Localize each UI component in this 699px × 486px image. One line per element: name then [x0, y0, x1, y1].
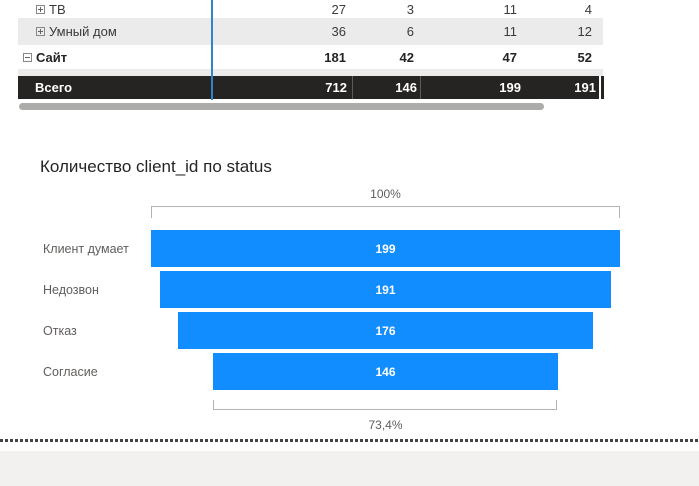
below-canvas-area	[0, 451, 699, 486]
funnel-bottom-percent-label: 73,4%	[368, 418, 403, 432]
funnel-top-bracket	[151, 206, 620, 218]
matrix-rows: ТВ 27 3 11 4 Умный дом 36 6 11 12 Сайт 181 42 47…	[18, 0, 603, 69]
funnel-bar-zone: 199	[151, 230, 620, 267]
funnel-category-label: Отказ	[43, 323, 77, 338]
column-separator	[352, 76, 353, 99]
report-page-dotted-boundary	[0, 439, 699, 442]
funnel-bar-value-label: 176	[375, 323, 396, 338]
row-label-text: Умный дом	[49, 24, 117, 39]
table-row[interactable]: Сайт 181 42 47 52	[18, 45, 603, 69]
funnel-bar-zone: 146	[151, 353, 620, 390]
row-label-text: Сайт	[36, 49, 68, 65]
funnel-row: Отказ 176	[0, 312, 699, 349]
funnel-bar-zone: 176	[151, 312, 620, 349]
funnel-chart-title: Количество client_id по status	[40, 157, 272, 176]
funnel-row: Согласие 146	[0, 353, 699, 390]
funnel-bottom-bracket	[213, 400, 557, 410]
total-cell-value: 199	[499, 80, 521, 95]
table-cell-value: 42	[399, 49, 414, 65]
funnel-bar[interactable]: 176	[178, 312, 593, 349]
table-row[interactable]: ТВ 27 3 11 4	[18, 0, 603, 18]
funnel-bar[interactable]: 191	[160, 271, 611, 308]
matrix-table: ТВ 27 3 11 4 Умный дом 36 6 11 12 Сайт 181 42 47…	[18, 0, 604, 99]
expand-icon[interactable]	[36, 4, 45, 14]
funnel-bar[interactable]: 146	[213, 353, 558, 390]
collapse-icon[interactable]	[23, 52, 32, 62]
table-cell-value: 27	[331, 1, 346, 17]
row-label: Сайт	[18, 50, 67, 65]
funnel-bar-value-label: 199	[375, 241, 396, 256]
total-row-sliver	[601, 76, 604, 99]
row-label: Умный дом	[18, 24, 117, 39]
table-cell-value: 6	[406, 24, 414, 39]
column-resize-guide-line	[211, 0, 213, 100]
total-row-label: Всего	[35, 80, 73, 95]
matrix-total-row[interactable]: Всего 712 146 199 191	[18, 76, 599, 99]
table-cell-value: 3	[406, 1, 414, 17]
total-cell-value: 712	[325, 80, 347, 95]
funnel-bar-value-label: 146	[375, 364, 396, 379]
row-label: ТВ	[18, 2, 66, 17]
expand-icon[interactable]	[36, 27, 45, 36]
column-separator	[420, 76, 421, 99]
table-cell-value: 4	[584, 1, 592, 17]
table-cell-value: 12	[577, 24, 592, 39]
table-cell-value: 47	[502, 49, 517, 65]
table-cell-value: 11	[503, 1, 518, 17]
funnel-top-percent-label: 100%	[370, 187, 401, 201]
funnel-bar-value-label: 191	[375, 282, 396, 297]
table-cell-value: 52	[577, 49, 592, 65]
row-label-text: ТВ	[49, 1, 66, 17]
total-cell-value: 191	[574, 80, 596, 95]
table-row[interactable]: Умный дом 36 6 11 12	[18, 18, 603, 45]
funnel-row: Клиент думает 199	[0, 230, 699, 267]
funnel-category-label: Клиент думает	[43, 241, 129, 256]
funnel-row: Недозвон 191	[0, 271, 699, 308]
funnel-bars: Клиент думает 199 Недозвон 191 Отказ 176…	[0, 230, 699, 394]
funnel-bar-zone: 191	[151, 271, 620, 308]
table-cell-value: 36	[331, 24, 346, 39]
funnel-bar[interactable]: 199	[151, 230, 620, 267]
table-cell-value: 181	[324, 49, 346, 65]
horizontal-scrollbar-thumb[interactable]	[19, 103, 544, 110]
table-cell-value: 11	[503, 24, 518, 39]
funnel-category-label: Недозвон	[43, 282, 99, 297]
clipped-row-strip	[18, 69, 603, 76]
total-cell-value: 146	[395, 80, 417, 95]
funnel-category-label: Согласие	[43, 364, 98, 379]
